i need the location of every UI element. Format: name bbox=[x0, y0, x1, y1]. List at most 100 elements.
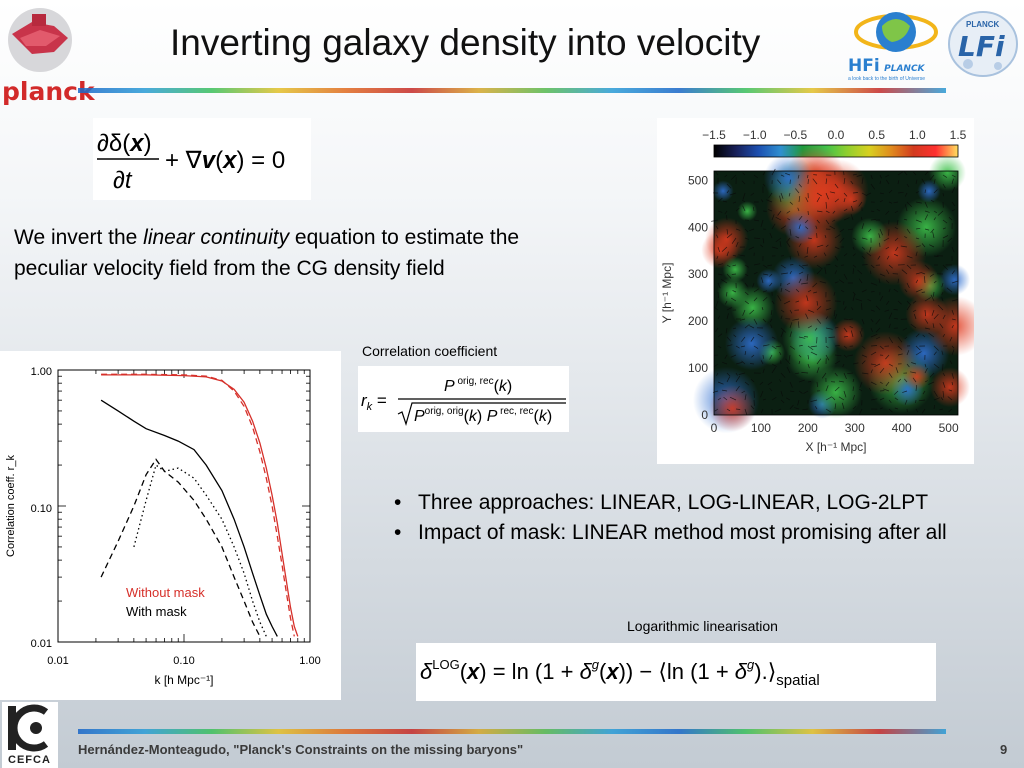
velocity-arrow bbox=[753, 174, 759, 179]
velocity-arrow bbox=[798, 196, 801, 203]
velocity-arrow bbox=[744, 351, 747, 356]
velocity-arrow bbox=[829, 225, 836, 230]
velocity-arrow bbox=[717, 197, 723, 203]
velocity-arrow bbox=[829, 191, 836, 194]
intro-paragraph: We invert the linear continuity equation… bbox=[14, 222, 574, 284]
velocity-arrow bbox=[744, 408, 748, 415]
velocity-arrow bbox=[807, 363, 810, 369]
velocity-arrow bbox=[852, 264, 857, 268]
velocity-arrow bbox=[843, 273, 848, 280]
velocity-arrow bbox=[735, 228, 741, 231]
velocity-arrow bbox=[751, 354, 755, 358]
velocity-arrow bbox=[762, 183, 766, 187]
velocity-arrow bbox=[753, 318, 758, 325]
velocity-arrow bbox=[915, 227, 921, 230]
velocity-arrow bbox=[780, 272, 788, 275]
colorbar-tick-label: 0.5 bbox=[868, 128, 885, 142]
velocity-arrow bbox=[794, 372, 800, 375]
velocity-arrow bbox=[744, 381, 750, 386]
velocity-arrow bbox=[879, 242, 881, 248]
velocity-arrow bbox=[761, 277, 764, 284]
velocity-arrow bbox=[789, 404, 794, 410]
velocity-arrow bbox=[771, 345, 777, 350]
velocity-arrow bbox=[814, 327, 818, 331]
density-blob bbox=[831, 318, 865, 352]
velocity-arrow bbox=[732, 201, 737, 204]
velocity-arrow bbox=[735, 408, 741, 410]
velocity-arrow bbox=[726, 233, 733, 239]
density-blob bbox=[705, 217, 749, 261]
velocity-arrow bbox=[834, 281, 839, 284]
velocity-arrow bbox=[825, 327, 833, 330]
velocity-arrow bbox=[795, 188, 800, 194]
velocity-arrow bbox=[731, 273, 737, 275]
velocity-arrow bbox=[915, 201, 922, 204]
velocity-arrow bbox=[785, 172, 791, 176]
velocity-arrow bbox=[711, 219, 719, 222]
velocity-arrow bbox=[839, 279, 845, 284]
velocity-arrow bbox=[780, 264, 786, 269]
velocity-arrow bbox=[940, 397, 944, 401]
velocity-arrow bbox=[902, 390, 908, 393]
velocity-arrow bbox=[825, 192, 829, 200]
hfi-planet-icon bbox=[854, 12, 938, 52]
velocity-arrow bbox=[753, 288, 759, 293]
velocity-arrow bbox=[717, 210, 723, 213]
velocity-arrow bbox=[771, 336, 776, 339]
velocity-arrow bbox=[726, 336, 732, 342]
velocity-arrow bbox=[717, 263, 723, 266]
velocity-arrow bbox=[797, 399, 800, 406]
density-blob bbox=[809, 365, 862, 419]
velocity-arrow bbox=[767, 209, 773, 212]
velocity-arrow bbox=[852, 192, 858, 194]
velocity-arrow bbox=[798, 271, 804, 275]
velocity-arrow bbox=[850, 180, 854, 185]
velocity-arrow bbox=[825, 219, 830, 225]
velocity-arrow bbox=[869, 270, 872, 275]
velocity-arrow bbox=[825, 345, 829, 349]
velocity-arrow bbox=[843, 390, 847, 398]
hfi-logo-text: HFi bbox=[848, 56, 880, 76]
velocity-arrow bbox=[807, 237, 812, 239]
cefca-logo-text: CEFCA bbox=[8, 754, 51, 766]
velocity-arrow bbox=[717, 381, 724, 385]
velocity-arrow bbox=[883, 388, 890, 392]
velocity-arrow bbox=[735, 241, 739, 248]
velocity-arrow bbox=[870, 219, 877, 221]
velocity-arrow bbox=[717, 282, 721, 289]
velocity-arrow bbox=[942, 381, 946, 388]
velocity-arrow bbox=[924, 276, 926, 284]
velocity-arrow bbox=[932, 291, 935, 297]
velocity-arrow bbox=[921, 408, 926, 414]
velocity-arrow bbox=[769, 232, 773, 239]
velocity-arrow bbox=[885, 300, 890, 306]
velocity-arrow bbox=[933, 179, 936, 185]
velocity-arrow bbox=[774, 408, 782, 413]
velocity-arrow bbox=[769, 318, 773, 323]
velocity-arrow bbox=[897, 278, 899, 284]
velocity-arrow bbox=[779, 379, 782, 383]
velocity-arrow bbox=[951, 201, 956, 207]
velocity-arrow bbox=[855, 298, 863, 302]
map-x-axis-label: X [h⁻¹ Mpc] bbox=[805, 440, 866, 454]
velocity-arrow bbox=[804, 219, 809, 224]
x-tick-label: 1.00 bbox=[299, 655, 320, 667]
velocity-arrow bbox=[730, 174, 737, 180]
velocity-arrow bbox=[897, 378, 902, 383]
velocity-arrow bbox=[857, 269, 863, 275]
velocity-arrow bbox=[786, 241, 791, 248]
velocity-arrow bbox=[904, 378, 908, 383]
velocity-arrow bbox=[795, 236, 800, 239]
velocity-arrow bbox=[749, 325, 755, 329]
velocity-arrow bbox=[861, 354, 868, 358]
velocity-arrow bbox=[832, 396, 836, 401]
velocity-arrow bbox=[721, 279, 728, 284]
velocity-arrow bbox=[784, 288, 791, 293]
velocity-arrow bbox=[951, 270, 955, 275]
velocity-arrow bbox=[766, 199, 773, 203]
velocity-arrow bbox=[870, 369, 873, 374]
slide-title: Inverting galaxy density into velocity bbox=[170, 22, 761, 63]
velocity-arrow bbox=[787, 218, 791, 221]
velocity-arrow bbox=[906, 183, 910, 188]
velocity-arrow bbox=[904, 336, 908, 340]
